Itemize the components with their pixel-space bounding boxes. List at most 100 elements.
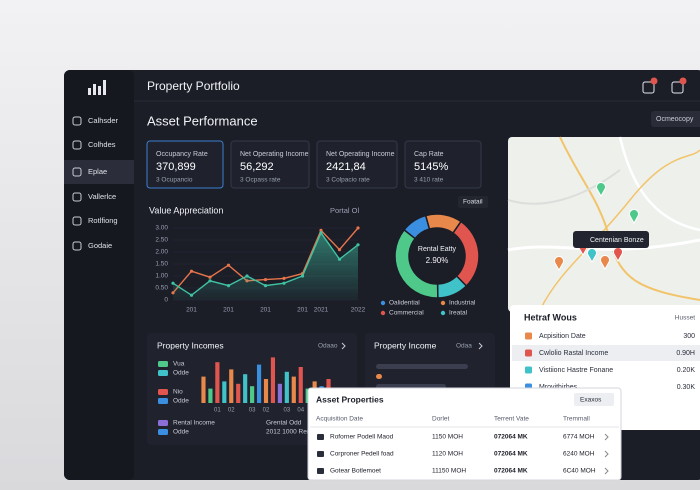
table-button [574,393,614,406]
sidebar-icon [72,140,82,150]
sidebar [64,70,134,480]
point [282,281,286,285]
map-panel [508,137,700,312]
kpi-value: 370,899 [156,161,196,173]
section-title: Asset Performance [147,113,258,128]
kpi-note: 3 Ocpass rate [240,177,281,184]
point [282,276,286,280]
kpi-value: 5145% [414,161,448,173]
y-tick-label: 0.50 [155,285,168,292]
sidebar-item[interactable]: Vallerlce [88,192,116,201]
sidebar-icon [72,167,82,177]
kpi-card [404,140,482,189]
sidebar-item[interactable]: Calhsder [88,116,119,125]
map-pin [629,209,639,225]
bar [250,386,255,403]
table-cell: 072064 MK [494,451,528,458]
point [319,228,323,232]
point [189,293,194,297]
point [226,263,231,267]
map-pin [596,182,606,198]
x-tick-label: 201 [297,307,308,314]
point [189,269,194,273]
legend-label: Ireatal [449,310,468,317]
point [337,257,342,261]
point [356,243,360,247]
row-chevron [604,433,609,441]
kpi-card [316,140,398,189]
table-cell: 6774 MOH [563,434,595,441]
sidebar-icon [72,216,82,226]
legend-swatch [158,429,168,435]
x-tick-label: 03 [249,408,256,414]
y-tick-label: 1.50 [155,261,168,268]
donut-value: 2.90% [426,256,449,265]
header-title: Property Portfolio [147,79,240,93]
x-tick-label: 03 [283,408,290,414]
sidebar-item[interactable]: Godaie [88,241,112,250]
map-road [507,169,621,205]
map-pin [600,255,610,271]
point [263,284,268,288]
sidebar-item[interactable]: Rotlfiong [88,216,118,225]
row-icon [525,349,532,357]
kpi-note: 3 410 rate [414,177,444,184]
map-pin [587,248,597,264]
sidebar-selected [64,160,134,184]
kpi-card [230,140,310,189]
kpi-value: 2421,84 [326,161,366,173]
row-icon [317,434,324,440]
table-action: Husset [675,315,695,322]
header-icons[interactable] [642,77,687,94]
sidebar-icon [72,116,82,126]
x-tick-label: 01 [214,408,221,414]
point [245,274,249,278]
progress-row [376,364,468,369]
legend-label: Vua [173,361,185,368]
x-tick-label: 02 [263,408,270,414]
legend-dot [380,300,386,306]
point [208,275,212,279]
point [171,281,175,285]
chart-title: Value Appreciation [149,205,223,215]
point [300,274,305,278]
table-cell: 1120 MOH [432,451,463,458]
bar [298,367,303,403]
panel-note: 2012 1000 Rental [266,429,318,436]
legend-swatch [158,389,168,395]
top-button[interactable] [651,111,700,127]
sidebar-item[interactable]: Colhdes [88,140,116,149]
legend-dot [440,310,446,316]
table-title: Hetraf Wous [524,312,577,322]
sidebar-icon [72,192,82,202]
legend-label: Commercial [389,310,424,317]
panel-action[interactable]: Odaa [456,343,472,350]
sidebar-item[interactable]: Eplae [88,167,107,176]
top-button-label[interactable]: Ocmeocopy [656,116,694,123]
point [319,231,323,235]
legend-label: Industrial [449,300,476,307]
bar [256,364,262,403]
legend-label: Nio [173,389,183,396]
panel-action[interactable]: Odaao [318,343,338,350]
row-chevron [604,450,609,458]
x-tick-label: 201 [223,307,234,314]
map-tooltip [573,231,649,248]
bar [277,383,282,403]
table-cell: 072064 MK [494,434,528,441]
legend-swatch [158,398,168,404]
bar [201,376,206,403]
row-value: 300 [683,333,695,340]
donut-segment [394,228,439,299]
legend-swatch [158,361,168,367]
y-tick-label: 0 [164,297,168,304]
column-header: Dorlet [432,416,450,423]
kpi-value: 56,292 [240,161,274,173]
table-action[interactable]: Exaxos [580,397,602,404]
kpi-note: 3 Colpacio rate [326,177,370,184]
bar [263,379,269,403]
y-tick-label: 2.00 [155,249,168,256]
row-label: Acpisition Date [539,333,586,340]
row-label: Vistiionc Hastre Fonane [539,367,613,374]
